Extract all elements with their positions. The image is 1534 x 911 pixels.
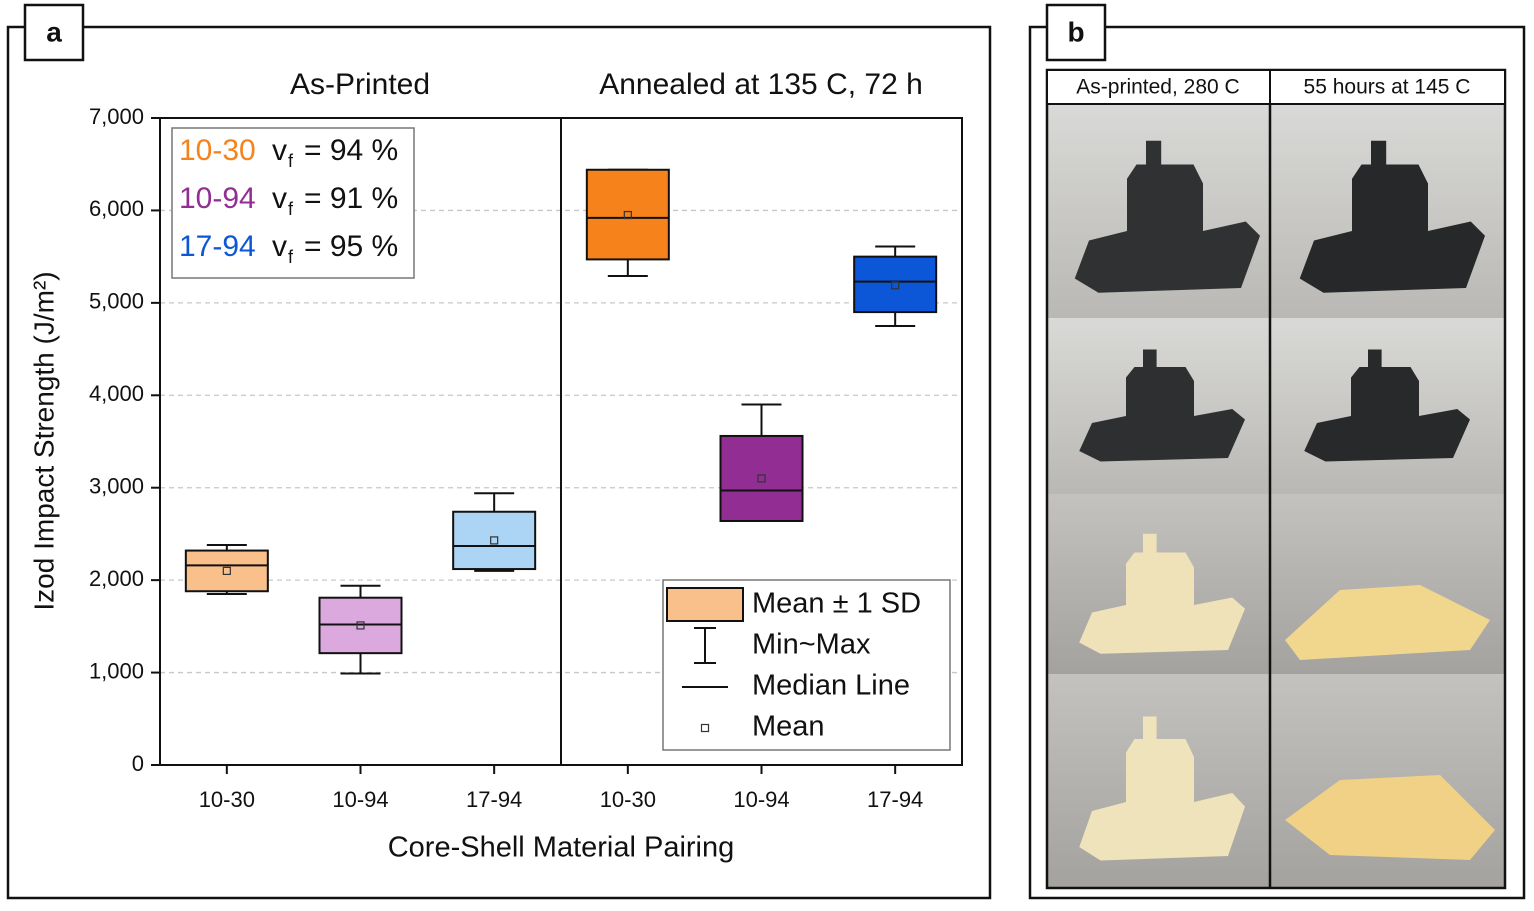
column-header: As-printed, 280 C — [1076, 76, 1239, 99]
y-tick-label: 0 — [132, 751, 144, 776]
y-tick-label: 4,000 — [89, 381, 144, 406]
annotation-subscript: f — [288, 247, 294, 267]
column-header-box — [1269, 69, 1506, 105]
annotation-pairing: 10-94 — [179, 182, 256, 215]
panel-label-box — [1045, 3, 1107, 62]
y-tick-label: 5,000 — [89, 289, 144, 314]
annotation-pairing: 10-30 — [179, 134, 256, 167]
annotation-text: = 94 % — [304, 134, 398, 167]
box — [585, 168, 670, 261]
panel-title: Annealed at 135 C, 72 h — [599, 68, 923, 101]
annotation-subscript: f — [288, 151, 294, 171]
y-axis-label: Izod Impact Strength (J/m²) — [28, 271, 59, 610]
x-tick-label: 17-94 — [867, 787, 923, 812]
panel-label-box — [23, 3, 85, 62]
mean-marker — [757, 474, 766, 483]
annotation-symbol: v — [272, 182, 287, 215]
photo-grid — [1045, 68, 1507, 890]
mean-marker — [222, 566, 231, 576]
x-tick-label: 17-94 — [466, 787, 522, 812]
y-tick-label: 7,000 — [89, 104, 144, 129]
x-tick-label: 10-30 — [600, 787, 656, 812]
box — [184, 549, 269, 593]
annotation-box — [171, 127, 415, 279]
panel-title: As-Printed — [290, 68, 430, 101]
annotation-text: = 95 % — [304, 230, 398, 263]
legend-swatch — [666, 587, 744, 622]
mean-marker — [356, 621, 365, 630]
annotation-text: = 91 % — [304, 182, 398, 215]
y-tick-label: 6,000 — [89, 196, 144, 221]
legend-mean — [700, 723, 710, 733]
legend-label: Median Line — [752, 670, 910, 702]
annotation-symbol: v — [272, 230, 287, 263]
annotation-symbol: v — [272, 134, 287, 167]
annotation-pairing: 17-94 — [179, 230, 256, 263]
legend-label: Mean ± 1 SD — [752, 588, 921, 620]
mean-marker — [490, 536, 499, 545]
legend-label: Min~Max — [752, 629, 871, 661]
legend-label: Mean — [752, 711, 825, 743]
panel-label: b — [1067, 16, 1084, 47]
box — [719, 434, 804, 522]
y-tick-label: 2,000 — [89, 566, 144, 591]
x-tick-label: 10-30 — [199, 787, 255, 812]
box — [853, 255, 938, 314]
mean-marker — [891, 281, 900, 290]
panel-label: a — [46, 16, 62, 47]
y-tick-label: 1,000 — [89, 658, 144, 683]
y-tick-label: 3,000 — [89, 474, 144, 499]
mean-marker — [623, 210, 632, 220]
box — [452, 510, 537, 571]
plot-area: 0 1,000 2,000 3,000 4,000 5,000 6,000 7,000 10-3… — [89, 104, 963, 812]
x-axis-label: Core-Shell Material Pairing — [388, 832, 735, 864]
x-tick-label: 10-94 — [332, 787, 388, 812]
x-tick-label: 10-94 — [733, 787, 789, 812]
panel-frame — [6, 25, 992, 900]
annotation-subscript: f — [288, 199, 294, 219]
column-header: 55 hours at 145 C — [1304, 76, 1471, 99]
panel-frame — [1028, 25, 1526, 900]
